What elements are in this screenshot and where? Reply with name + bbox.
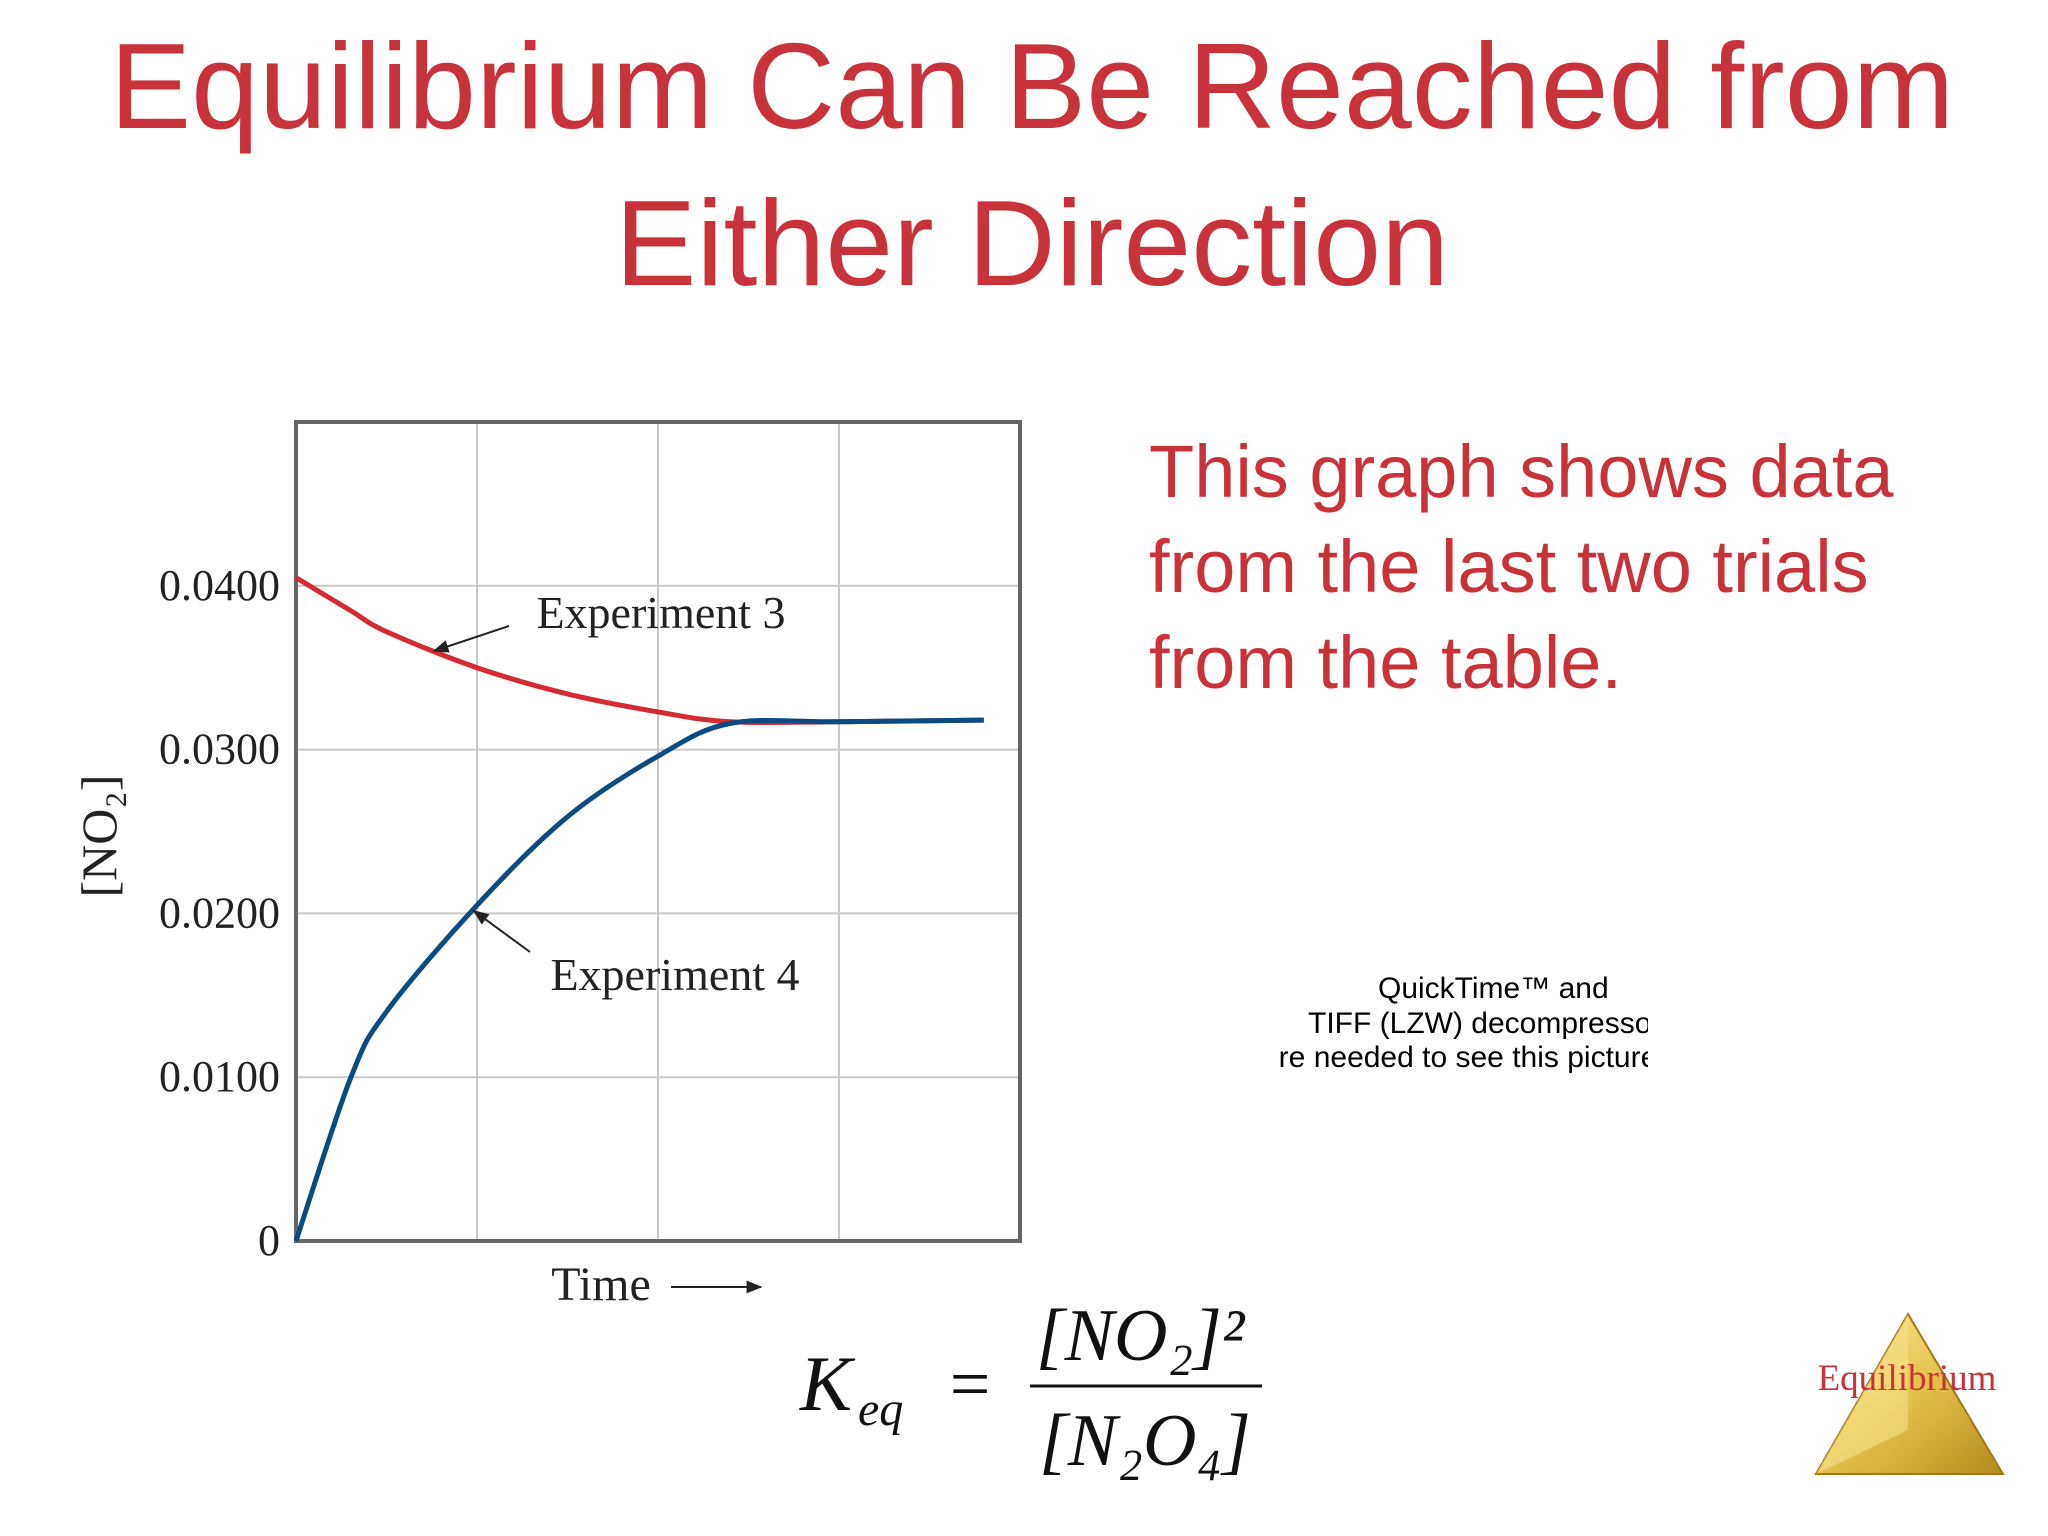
- placeholder-text: TIFF (LZW) decompressor: [1308, 1007, 1661, 1040]
- logo-facet: [1816, 1314, 1908, 1474]
- chart: 0 0.0100 0.0200 0.0300 0.0400 Experiment 3 Exp…: [71, 420, 1022, 1311]
- annotation-arrow: [432, 625, 510, 653]
- annotation: Experiment 3: [536, 587, 785, 638]
- x-axis-label: Time: [551, 1258, 651, 1311]
- formula-sub: eq: [858, 1383, 903, 1436]
- y-tick-label: 0.0100: [159, 1052, 280, 1101]
- title: Equilibrium Can Be Reached from: [110, 18, 1954, 154]
- plot-frame: [294, 420, 1022, 1243]
- y-axis-label: [NO₂]: [71, 775, 127, 898]
- y-tick-label: 0.0300: [159, 725, 280, 774]
- y-tick-label: 0.0400: [159, 561, 280, 610]
- placeholder: QuickTime™ and TIFF (LZW) decompressor a…: [1262, 972, 1666, 1074]
- y-tick-label: 0: [258, 1216, 280, 1265]
- formula: K eq = [NO₂]² [N₂O₄]: [799, 1295, 1262, 1482]
- formula-equals: =: [950, 1344, 991, 1424]
- data-line: [293, 717, 984, 1242]
- annotation-arrow: [472, 910, 531, 953]
- y-tick-label: 0.0200: [159, 888, 280, 937]
- body-text: from the table.: [1149, 621, 1622, 704]
- logo-text: Equilibrium: [1818, 1358, 1997, 1399]
- formula-lhs: K: [799, 1340, 856, 1427]
- placeholder-text: QuickTime™ and: [1378, 972, 1609, 1005]
- annotation: Experiment 4: [550, 949, 799, 1000]
- placeholder-text: are needed to see this picture.: [1262, 1041, 1666, 1074]
- body-text: This graph shows data: [1149, 430, 1894, 513]
- logo: Equilibrium: [1814, 1312, 2005, 1475]
- body-text: from the last two trials: [1149, 525, 1869, 608]
- formula-denominator: [N₂O₄]: [1039, 1400, 1251, 1482]
- formula-numerator: [NO₂]²: [1036, 1295, 1246, 1377]
- title: Either Direction: [615, 175, 1449, 311]
